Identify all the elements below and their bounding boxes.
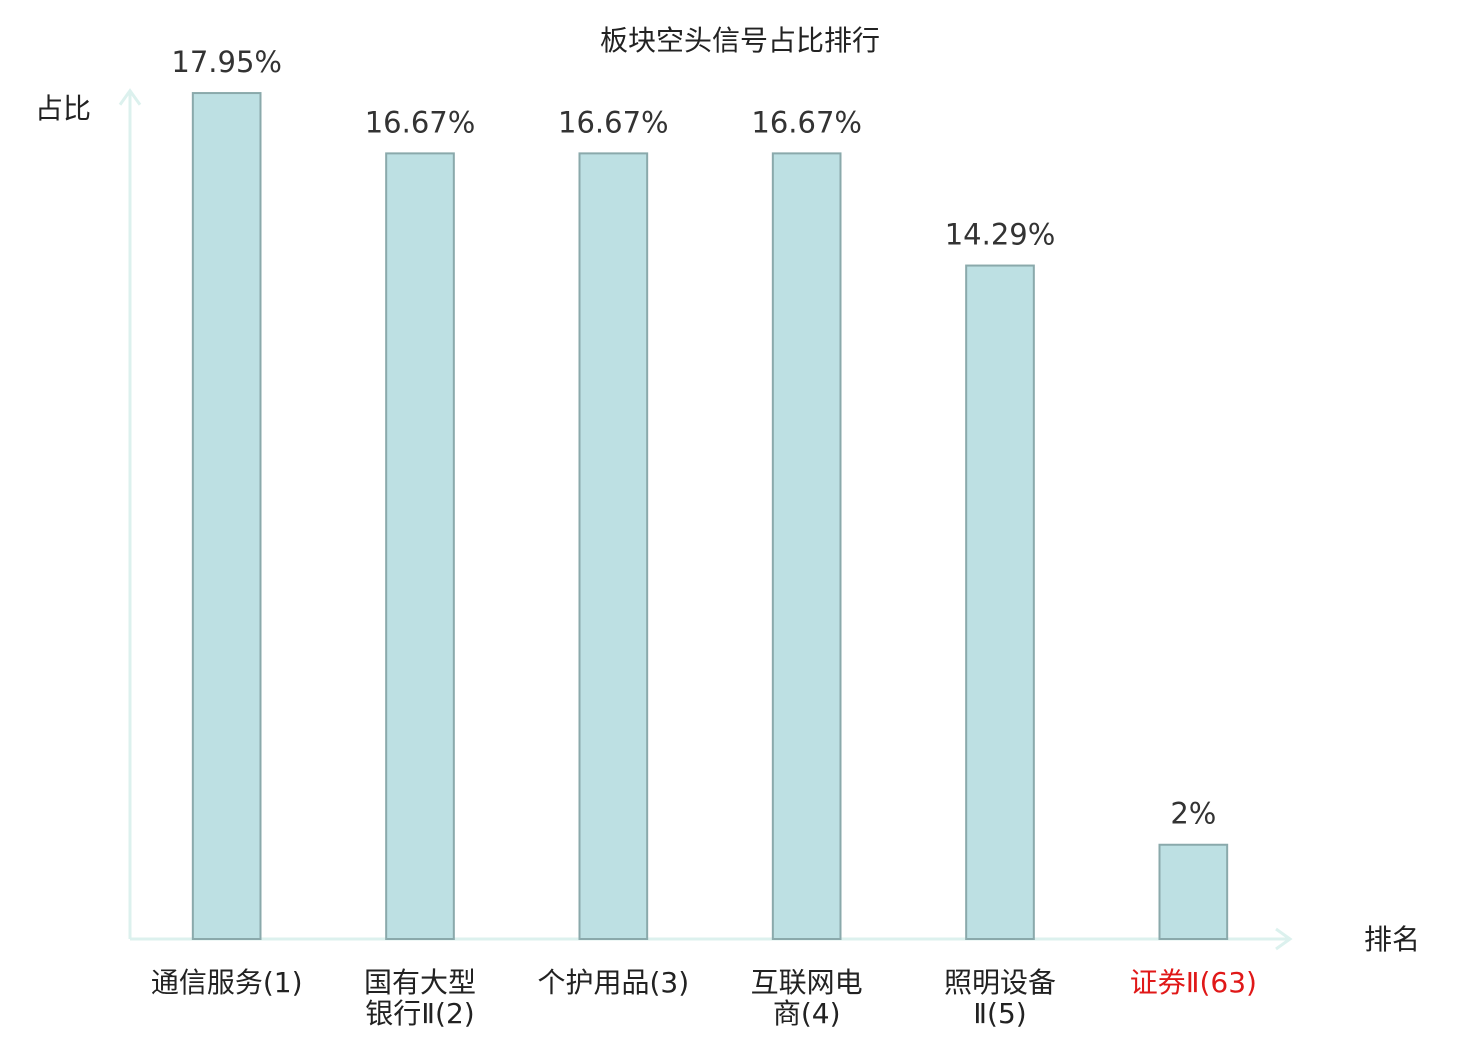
value-label: 16.67% (365, 105, 476, 139)
x-axis-label: 排名 (1364, 923, 1420, 956)
value-label: 17.95% (171, 45, 282, 79)
value-label: 14.29% (945, 218, 1056, 252)
value-label: 2% (1170, 797, 1216, 831)
bar (578, 152, 649, 940)
y-axis-arrow (118, 88, 142, 106)
bar (771, 152, 842, 940)
x-tick-label: 照明设备 Ⅱ(5) (944, 966, 1056, 1030)
x-tick-label: 互联网电商(4) (751, 966, 863, 1030)
bar (385, 152, 455, 940)
bar (191, 92, 262, 940)
y-axis-label: 占比 (35, 92, 91, 125)
value-label: 16.67% (558, 105, 669, 139)
x-tick-label: 个护用品(3) (537, 966, 689, 999)
x-tick-label: 证券Ⅱ(63) (1130, 966, 1257, 999)
bar (965, 264, 1035, 940)
x-axis-arrow (1275, 927, 1293, 951)
bar (1158, 843, 1229, 940)
x-tick-label: 国有大型银行Ⅱ(2) (364, 966, 476, 1030)
value-label: 16.67% (751, 105, 862, 139)
x-tick-label: 通信服务(1) (151, 966, 303, 999)
chart-title: 板块空头信号占比排行 (600, 24, 880, 57)
